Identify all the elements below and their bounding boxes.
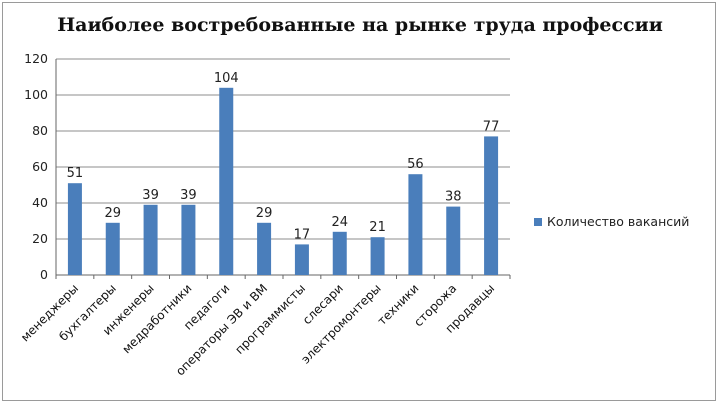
legend-label: Количество вакансий (547, 214, 690, 229)
bar (446, 206, 461, 275)
category-label: программисты (232, 281, 308, 357)
y-tick-label: 100 (24, 87, 48, 102)
bar (370, 237, 385, 275)
data-label: 39 (142, 188, 159, 203)
bar (408, 174, 423, 275)
data-label: 77 (483, 119, 500, 134)
y-tick-label: 60 (32, 159, 48, 174)
data-label: 21 (369, 220, 386, 235)
category-label: медработники (119, 281, 194, 356)
chart-frame (2, 2, 716, 401)
y-tick-label: 80 (32, 123, 48, 138)
data-label: 29 (104, 206, 121, 221)
bar (67, 183, 82, 275)
data-label: 51 (67, 166, 84, 181)
y-tick-label: 120 (24, 51, 48, 66)
y-tick-label: 20 (32, 231, 48, 246)
bar (219, 87, 234, 275)
y-tick-label: 40 (32, 195, 48, 210)
bar (181, 204, 196, 275)
bar (294, 244, 309, 275)
data-label: 56 (407, 157, 424, 172)
bar (105, 222, 120, 275)
bar (257, 222, 272, 275)
legend-swatch (534, 217, 542, 226)
data-label: 39 (180, 188, 197, 203)
bar (143, 204, 158, 275)
data-label: 38 (445, 190, 462, 205)
data-label: 104 (214, 71, 239, 86)
chart-title: Наиболее востребованные на рынке труда п… (57, 14, 663, 36)
bar (332, 231, 347, 275)
data-label: 29 (256, 206, 273, 221)
data-label: 17 (294, 227, 311, 242)
bar (484, 136, 499, 275)
y-tick-label: 0 (40, 267, 48, 282)
legend: Количество вакансий (534, 214, 689, 229)
data-label: 24 (331, 215, 348, 230)
